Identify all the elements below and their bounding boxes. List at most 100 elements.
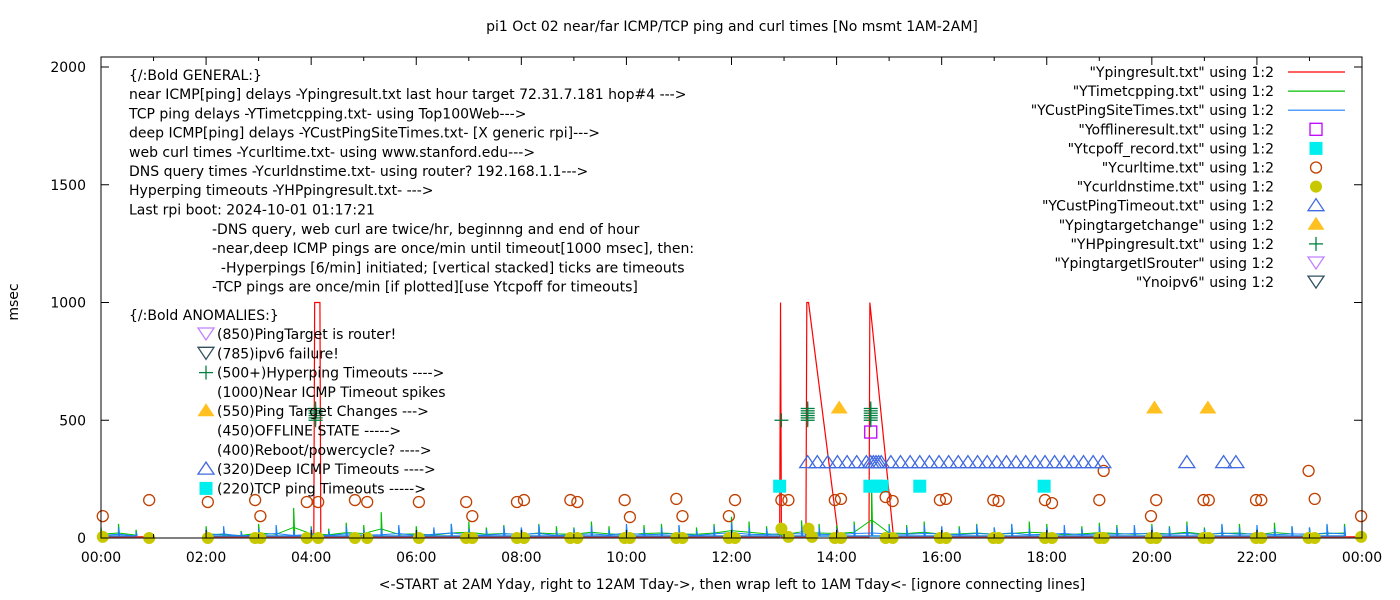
annotation-general-line: Hyperping timeouts -YHPpingresult.txt- -…	[129, 183, 434, 199]
annotation-note-line: -Hyperpings [6/min] initiated; [vertical…	[212, 260, 685, 276]
data-point-curl	[1045, 496, 1059, 510]
anomaly-marker-tcpoff-icon	[199, 481, 213, 495]
legend-label-tcpoff: "Ytcpoff_record.txt" using 1:2	[1068, 141, 1274, 157]
data-point-curl	[939, 492, 953, 506]
data-point-curl	[728, 493, 742, 507]
legend-label-curl: "Ycurltime.txt" using 1:2	[1102, 161, 1274, 177]
legend-swatch-offline-icon	[1309, 122, 1323, 136]
anomaly-marker-custtimeout-icon	[196, 460, 216, 475]
data-point-custtimeout	[1074, 454, 1093, 469]
legend-label-deep: "YCustPingSiteTimes.txt" using 1:2	[1031, 103, 1274, 119]
data-point-custtimeout	[1045, 454, 1064, 469]
y-tick-label: 2000	[50, 60, 86, 76]
chart-title: pi1 Oct 02 near/far ICMP/TCP ping and cu…	[486, 19, 978, 35]
data-point-curl	[1197, 493, 1210, 507]
data-point-curl	[564, 493, 577, 507]
data-point-tcpoff	[913, 479, 927, 493]
data-point-curl	[676, 509, 689, 523]
data-point-custtimeout	[847, 454, 866, 469]
x-tick-label: 04:00	[291, 550, 331, 566]
legend-swatch-curl-icon	[1309, 161, 1323, 174]
annotation-general-line: DNS query times -Ycurldnstime.txt- using…	[129, 164, 588, 180]
legend-label-ping: "Ypingresult.txt" using 1:2	[1089, 65, 1274, 81]
x-tick-label: 00:00	[1342, 550, 1382, 566]
y-tick-label: 500	[59, 413, 86, 429]
anomaly-marker-noipv6-icon	[196, 346, 216, 361]
data-point-custtimeout	[837, 454, 857, 469]
data-point-custtimeout	[1177, 454, 1197, 469]
data-point-custtimeout	[920, 454, 939, 469]
data-point-custtimeout	[987, 454, 1007, 469]
data-point-custtimeout	[929, 454, 949, 469]
data-point-custtimeout	[798, 454, 817, 469]
anomaly-item: (500+)Hyperping Timeouts ---->	[217, 366, 444, 382]
data-point-curl	[670, 492, 683, 506]
data-point-curl	[312, 495, 325, 509]
data-point-custtimeout	[949, 454, 968, 469]
series-tcpoff	[773, 479, 1051, 493]
anomaly-item: (450)OFFLINE STATE ----->	[217, 424, 401, 440]
anomaly-item: (785)ipv6 failure!	[217, 346, 339, 362]
x-tick-label: 22:00	[1237, 550, 1277, 566]
anomaly-item: (550)Ping Target Changes --->	[217, 404, 429, 420]
data-point-curl	[834, 492, 848, 506]
x-tick-label: 02:00	[186, 550, 226, 566]
data-point-custtimeout	[1093, 454, 1113, 469]
data-point-curl	[828, 493, 841, 507]
data-point-tcpoff	[1037, 479, 1051, 493]
series-hp	[308, 401, 878, 428]
x-tick-label: 16:00	[921, 550, 961, 566]
data-point-custtimeout	[958, 454, 978, 469]
legend-label-tcp: "YTimetcpping.txt" using 1:2	[1073, 84, 1274, 100]
data-point-curl	[96, 509, 109, 523]
anomaly-marker-hp-icon	[199, 365, 213, 380]
anomaly-item: (220)TCP ping Timeouts ----->	[217, 481, 426, 497]
data-point-tcpoff	[773, 479, 787, 493]
data-point-custtimeout	[881, 454, 901, 469]
data-point-custtimeout	[900, 454, 920, 469]
anomaly-item: (850)PingTarget is router!	[217, 327, 396, 343]
x-tick-label: 10:00	[606, 550, 646, 566]
annotation-note-line: -TCP pings are once/min [if plotted][use…	[212, 280, 638, 296]
data-point-custtimeout	[997, 454, 1016, 469]
data-point-curl	[1144, 509, 1158, 523]
data-point-custtimeout	[910, 454, 929, 469]
data-point-curl	[412, 495, 426, 509]
data-point-offline	[864, 425, 878, 439]
data-point-custtimeout	[1226, 454, 1246, 469]
data-point-custtimeout	[872, 454, 891, 469]
data-point-custtimeout	[828, 454, 847, 469]
series-curl	[96, 464, 1368, 524]
data-point-curl	[1097, 464, 1110, 478]
data-point-custtimeout	[1214, 454, 1233, 469]
legend-swatch-hp-icon	[1309, 236, 1323, 251]
legend: "Ypingresult.txt" using 1:2 "YTimetcpping…	[1031, 65, 1345, 291]
data-point-custtimeout	[1035, 454, 1055, 469]
data-point-curl	[1150, 493, 1163, 507]
data-point-dns	[1355, 530, 1368, 543]
data-point-dns	[96, 530, 109, 543]
data-point-curl	[618, 493, 631, 507]
data-point-curl	[775, 493, 788, 507]
data-point-custtimeout	[977, 454, 997, 469]
y-tick-label: 0	[77, 531, 86, 547]
x-tick-label: 20:00	[1132, 550, 1172, 566]
legend-swatch-tcpoff-icon	[1309, 141, 1323, 155]
annotation-general-line: deep ICMP[ping] delays -YCustPingSiteTim…	[129, 126, 600, 142]
data-point-curl	[254, 509, 267, 523]
data-point-curl	[517, 493, 531, 507]
legend-swatch-noipv6-icon	[1306, 275, 1326, 290]
x-tick-label: 12:00	[711, 550, 751, 566]
x-axis-label: <-START at 2AM Yday, right to 12AM Tday-…	[379, 577, 1085, 593]
data-point-curl	[879, 490, 892, 504]
data-point-curl	[460, 495, 473, 509]
data-point-custtimeout	[1006, 454, 1026, 469]
series-baseline-tcp	[206, 519, 1345, 537]
data-point-dns	[775, 522, 788, 535]
data-point-curl	[361, 495, 374, 509]
annotations: {/:Bold GENERAL:} near ICMP[ping] delays …	[128, 68, 694, 497]
data-point-custtimeout	[891, 454, 910, 469]
data-point-custtimeout	[1064, 454, 1084, 469]
data-point-custtimeout	[1026, 454, 1045, 469]
